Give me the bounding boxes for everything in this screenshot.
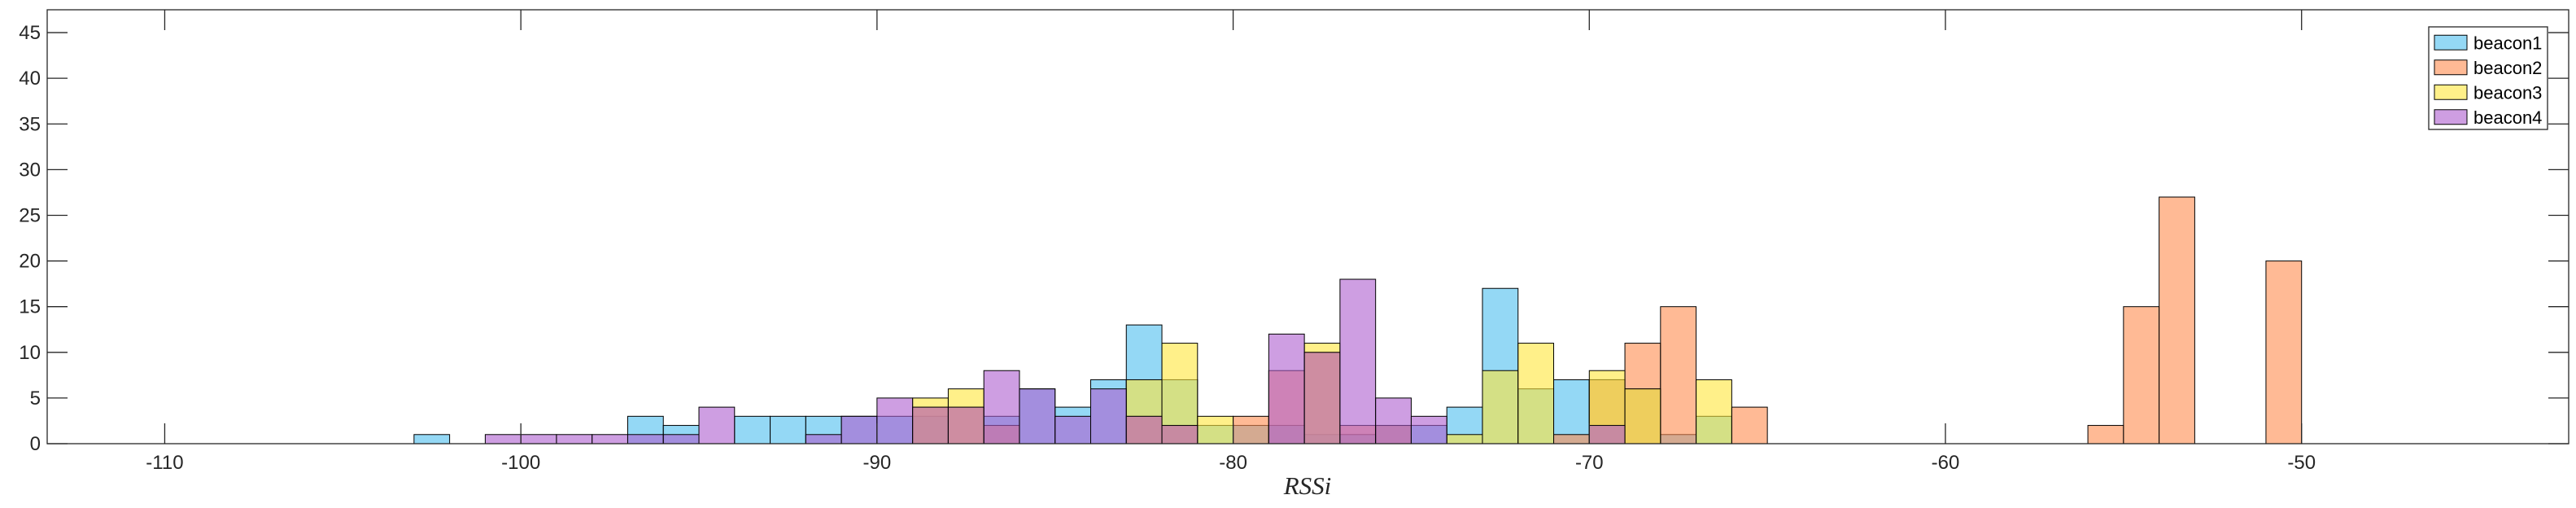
legend: beacon1 beacon2 beacon3 beacon4 — [2428, 26, 2548, 130]
legend-swatch-beacon4 — [2434, 109, 2468, 125]
bar-beacon4 — [947, 406, 985, 444]
bar-beacon3 — [1517, 343, 1555, 444]
x-axis-label: RSSi — [1283, 471, 1332, 500]
x-tick-label: -60 — [1932, 452, 1960, 474]
axes-box — [46, 9, 2569, 444]
bar-beacon3 — [1446, 434, 1483, 444]
bar-beacon4 — [1054, 415, 1091, 444]
bar-beacon4 — [556, 434, 593, 444]
bar-beacon4 — [1161, 425, 1198, 444]
legend-label-beacon4: beacon4 — [2473, 107, 2542, 128]
bar-beacon3 — [1482, 370, 1519, 444]
x-tick-label: -90 — [863, 452, 892, 474]
y-tick-label: 20 — [19, 251, 41, 273]
y-tick-label: 35 — [19, 113, 41, 135]
bar-beacon4 — [1588, 425, 1626, 444]
x-tick-label: -100 — [501, 452, 540, 474]
y-tick-label: 5 — [30, 388, 41, 409]
bar-beacon1 — [770, 415, 806, 444]
bar-beacon1 — [734, 415, 771, 444]
bar-beacon4 — [627, 434, 664, 444]
legend-label-beacon1: beacon1 — [2473, 33, 2542, 53]
bar-beacon3 — [1696, 379, 1732, 444]
bar-beacon4 — [840, 415, 878, 444]
bar-beacon4 — [805, 434, 842, 444]
y-tick-label: 15 — [19, 296, 41, 318]
legend-label-beacon3: beacon3 — [2473, 82, 2542, 103]
bar-beacon2 — [2123, 306, 2160, 444]
bar-beacon4 — [662, 434, 700, 444]
bar-beacon2 — [1731, 406, 1768, 444]
histogram-bars — [413, 196, 2303, 444]
bar-beacon4 — [912, 406, 949, 444]
bar-beacon1 — [413, 434, 451, 444]
legend-label-beacon2: beacon2 — [2473, 58, 2542, 78]
axes: -110 -100 -90 -80 -70 -60 -50 0 5 10 15 20 25 30 35 40 4… — [19, 9, 2569, 474]
bar-beacon4 — [1410, 415, 1447, 444]
bar-beacon3 — [1624, 388, 1661, 444]
y-tick-label: 0 — [30, 433, 41, 455]
y-tick-label: 40 — [19, 68, 41, 90]
legend-swatch-beacon3 — [2434, 84, 2468, 100]
y-tick-label: 10 — [19, 342, 41, 364]
bar-beacon2 — [1553, 434, 1590, 444]
bar-beacon4 — [876, 397, 914, 444]
bar-beacon2 — [2159, 196, 2195, 444]
bar-beacon4 — [1089, 388, 1127, 444]
bar-beacon4 — [484, 434, 522, 444]
x-tick-label: -110 — [146, 452, 183, 474]
legend-swatch-beacon2 — [2434, 59, 2468, 76]
bar-beacon3 — [1197, 415, 1234, 444]
bar-beacon1 — [1553, 379, 1590, 444]
bar-beacon2 — [2265, 261, 2303, 444]
y-tick-label: 25 — [19, 204, 41, 226]
bar-beacon4 — [1125, 415, 1163, 444]
bar-beacon4 — [698, 406, 736, 444]
legend-swatch-beacon1 — [2434, 34, 2468, 50]
bar-beacon4 — [1268, 333, 1305, 444]
bar-beacon2 — [2087, 425, 2124, 444]
x-tick-label: -80 — [1219, 452, 1247, 474]
bar-beacon4 — [1339, 278, 1377, 444]
bar-beacon4 — [1303, 352, 1341, 444]
bar-beacon4 — [1019, 388, 1056, 444]
bar-beacon2 — [1233, 415, 1269, 444]
bar-beacon4 — [983, 370, 1020, 444]
bar-beacon2 — [1660, 306, 1697, 444]
bar-beacon4 — [1375, 397, 1412, 444]
x-tick-label: -50 — [2287, 452, 2316, 474]
y-tick-label: 30 — [19, 159, 41, 181]
bar-beacon4 — [592, 434, 628, 444]
x-tick-label: -70 — [1575, 452, 1604, 474]
y-tick-label: 45 — [19, 22, 41, 44]
bar-beacon4 — [520, 434, 557, 444]
